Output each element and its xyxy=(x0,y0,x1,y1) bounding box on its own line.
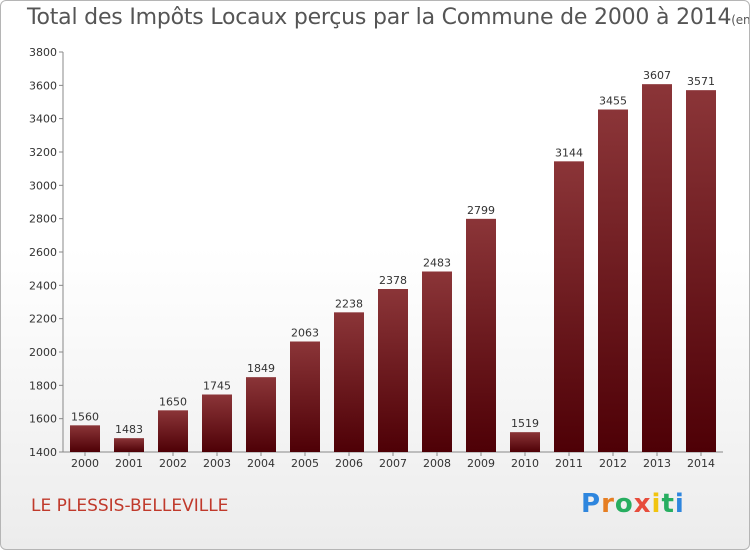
data-label: 3607 xyxy=(643,69,671,82)
data-label: 1560 xyxy=(71,410,99,423)
x-tick-label: 2013 xyxy=(643,457,671,470)
bar xyxy=(466,218,496,452)
y-tick-label: 1400 xyxy=(29,446,57,459)
logo-letter: r xyxy=(601,489,615,519)
x-tick-label: 2009 xyxy=(467,457,495,470)
data-label: 1745 xyxy=(203,380,231,393)
x-tick-label: 2008 xyxy=(423,457,451,470)
data-label: 3571 xyxy=(687,75,715,88)
logo-letter: t xyxy=(661,489,675,519)
logo-letter: i xyxy=(651,489,662,519)
x-tick-label: 2012 xyxy=(599,457,627,470)
bar xyxy=(70,425,100,452)
data-label: 1519 xyxy=(511,417,539,430)
y-tick-label: 3800 xyxy=(29,46,57,59)
bar xyxy=(158,410,188,452)
data-label: 2483 xyxy=(423,257,451,270)
data-label: 1650 xyxy=(159,395,187,408)
bar xyxy=(598,109,628,452)
bar xyxy=(378,289,408,452)
data-label: 1483 xyxy=(115,423,143,436)
data-label: 2238 xyxy=(335,297,363,310)
y-tick-label: 2800 xyxy=(29,213,57,226)
bar xyxy=(114,438,144,452)
logo-letter: o xyxy=(614,489,634,519)
x-tick-label: 2000 xyxy=(71,457,99,470)
logo-letter: P xyxy=(581,489,602,519)
y-tick-label: 3200 xyxy=(29,146,57,159)
bar xyxy=(334,312,364,452)
y-tick-label: 3400 xyxy=(29,113,57,126)
x-tick-label: 2001 xyxy=(115,457,143,470)
chart-unit: (en milliers d'€) xyxy=(731,13,750,27)
y-tick-label: 2000 xyxy=(29,346,57,359)
bar xyxy=(246,377,276,452)
chart-title: Total des Impôts Locaux perçus par la Co… xyxy=(27,5,750,30)
bar xyxy=(290,341,320,452)
data-label: 2063 xyxy=(291,327,319,340)
proxiti-logo[interactable]: Proxiti xyxy=(581,489,685,519)
y-tick-label: 2400 xyxy=(29,279,57,292)
commune-name: LE PLESSIS-BELLEVILLE xyxy=(31,496,229,516)
y-tick-label: 1800 xyxy=(29,379,57,392)
bar xyxy=(422,271,452,452)
x-tick-label: 2005 xyxy=(291,457,319,470)
bar xyxy=(642,84,672,453)
bar xyxy=(686,90,716,453)
logo-letter: x xyxy=(633,489,652,519)
x-tick-label: 2007 xyxy=(379,457,407,470)
y-tick-label: 2200 xyxy=(29,313,57,326)
y-tick-label: 3600 xyxy=(29,79,57,92)
x-tick-label: 2004 xyxy=(247,457,275,470)
bar xyxy=(510,432,540,452)
proxiti-logo-text: Proxiti xyxy=(581,489,685,519)
x-tick-label: 2010 xyxy=(511,457,539,470)
data-label: 2799 xyxy=(467,204,495,217)
data-label: 3144 xyxy=(555,146,583,159)
chart-title-text: Total des Impôts Locaux perçus par la Co… xyxy=(27,5,732,30)
y-tick-label: 3000 xyxy=(29,179,57,192)
x-tick-label: 2002 xyxy=(159,457,187,470)
logo-letter: i xyxy=(674,489,685,519)
y-tick-label: 2600 xyxy=(29,246,57,259)
y-tick-label: 1600 xyxy=(29,413,57,426)
data-label: 3455 xyxy=(599,95,627,108)
bar xyxy=(202,394,232,452)
x-tick-label: 2006 xyxy=(335,457,363,470)
x-tick-label: 2003 xyxy=(203,457,231,470)
bar xyxy=(554,161,584,453)
x-tick-label: 2011 xyxy=(555,457,583,470)
data-label: 2378 xyxy=(379,274,407,287)
data-label: 1849 xyxy=(247,362,275,375)
x-tick-label: 2014 xyxy=(687,457,715,470)
